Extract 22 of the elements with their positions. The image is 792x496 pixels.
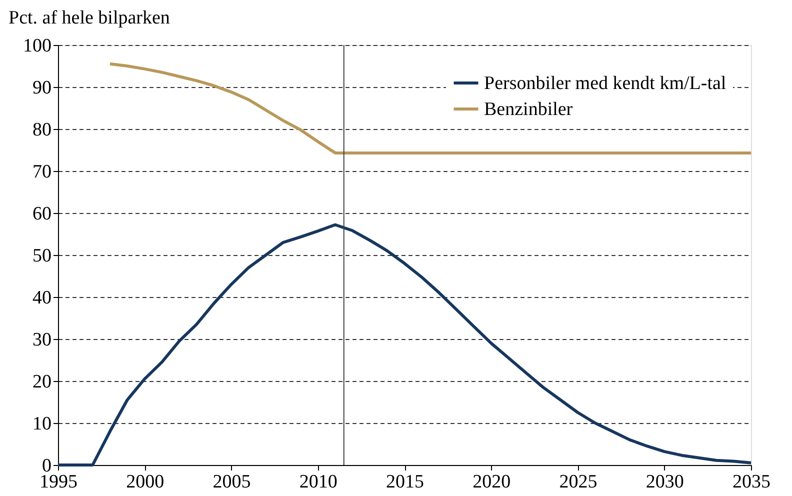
- y-tick-label: 30: [32, 330, 52, 350]
- y-axis-title: Pct. af hele bilparken: [8, 8, 170, 28]
- x-tick-label: 2035: [732, 472, 770, 492]
- x-tick-label: 2020: [472, 472, 511, 492]
- y-tick-label: 100: [23, 36, 52, 56]
- y-tick-label: 90: [32, 78, 52, 98]
- y-tick-label: 80: [32, 120, 52, 140]
- y-tick-label: 60: [32, 204, 52, 224]
- x-tick-label: 2030: [646, 472, 684, 492]
- y-tick-label: 40: [32, 288, 52, 308]
- x-tick-label: 2025: [559, 472, 598, 492]
- x-tick-label: 2005: [212, 472, 251, 492]
- x-tick-label: 2015: [386, 472, 424, 492]
- x-tick-label: 2000: [126, 472, 164, 492]
- x-tick-label: 2010: [299, 472, 338, 492]
- line-series: [108, 62, 752, 154]
- y-tick-label: 10: [32, 414, 52, 434]
- legend-label: Personbiler med kendt km/L-tal: [484, 73, 726, 94]
- legend-label: Benzinbiler: [484, 99, 574, 120]
- y-tick-label: 50: [32, 246, 52, 266]
- y-tick-label: 20: [32, 372, 52, 392]
- y-tick-label: 70: [32, 162, 52, 182]
